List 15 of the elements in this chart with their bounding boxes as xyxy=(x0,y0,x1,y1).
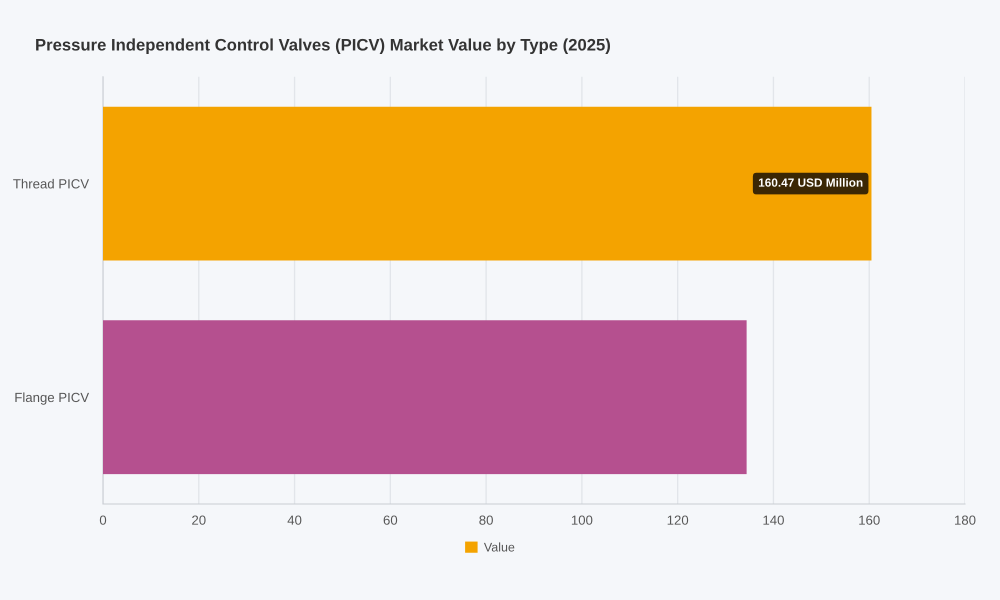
y-tick-label: Flange PICV xyxy=(15,392,90,405)
x-tick-label: 0 xyxy=(100,515,106,525)
x-tick-label: 100 xyxy=(572,515,592,525)
x-tick-label: 80 xyxy=(479,515,493,525)
x-tick-label: 40 xyxy=(288,515,302,525)
legend-label: Value xyxy=(484,542,514,552)
data-label: 160.47 USD Million xyxy=(758,178,862,187)
x-tick-label: 160 xyxy=(859,515,880,525)
x-tick-label: 120 xyxy=(668,515,688,525)
y-tick-label: Thread PICV xyxy=(13,178,90,189)
chart-title: Pressure Independent Control Valves (PICV) Market Value by Type (2025) xyxy=(36,38,610,54)
x-tick-label: 180 xyxy=(955,515,976,525)
x-tick-label: 60 xyxy=(384,515,398,525)
x-tick-label: 140 xyxy=(763,515,784,525)
x-tick-label: 20 xyxy=(192,515,206,525)
